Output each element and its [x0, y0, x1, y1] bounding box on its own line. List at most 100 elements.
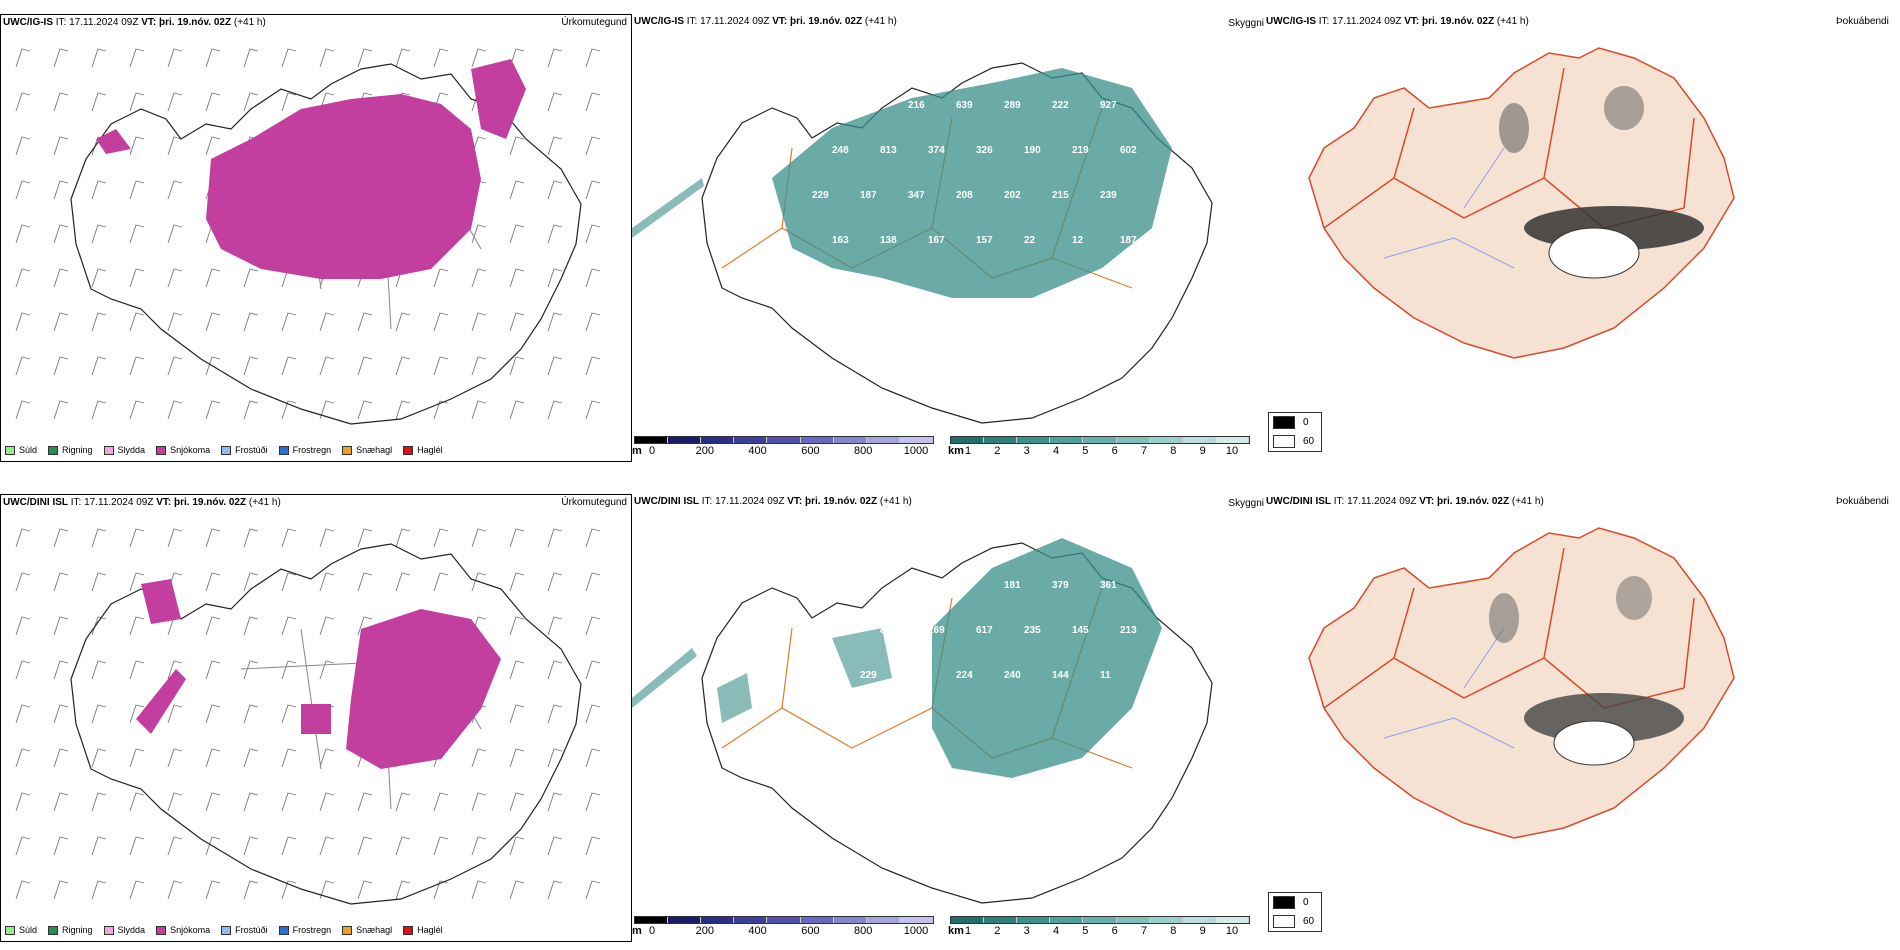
vis-label: 239	[1100, 190, 1117, 201]
wind-barb	[91, 748, 107, 768]
colorbar-step	[866, 917, 900, 923]
wind-barb	[547, 748, 563, 768]
panel-header: UWC/IG-IS IT: 17.11.2024 09Z VT: þri. 19…	[634, 16, 897, 27]
wind-barb	[471, 400, 487, 420]
wind-barb	[509, 792, 525, 812]
legend-item: Slydda	[103, 925, 146, 935]
wind-barb	[243, 268, 259, 288]
vis-label: 235	[1024, 625, 1041, 636]
wind-barb	[129, 48, 145, 68]
wind-barb	[471, 528, 487, 548]
wind-barb	[395, 528, 411, 548]
wind-barb	[167, 792, 183, 812]
colorbar-step	[899, 437, 933, 443]
wind-barb	[585, 224, 601, 244]
colorbar-step	[899, 917, 933, 923]
wind-barb	[15, 136, 31, 156]
vis-label: 232	[956, 580, 973, 591]
wind-barb	[91, 792, 107, 812]
legend-item: Frostregn	[278, 925, 331, 935]
colorbar-step	[1149, 437, 1183, 443]
wind-barb	[509, 180, 525, 200]
wind-barb	[585, 616, 601, 636]
wind-barb	[357, 616, 373, 636]
vis-label: 361	[1100, 580, 1117, 591]
wind-barb	[243, 356, 259, 376]
wind-barb	[509, 312, 525, 332]
colorbar-tick: 7	[1140, 445, 1148, 457]
wind-barb	[91, 836, 107, 856]
vis-label: 224	[956, 670, 973, 681]
wind-barb	[509, 836, 525, 856]
wind-barb	[129, 268, 145, 288]
wind-barb	[319, 836, 335, 856]
wind-barb	[395, 880, 411, 900]
wind-barb	[547, 400, 563, 420]
vis-label: 521	[812, 100, 829, 111]
colorbar-tick: 400	[748, 925, 767, 937]
vis-label: 213	[1120, 625, 1137, 636]
legend-item: Rigning	[48, 925, 93, 935]
colorbar-tick: 800	[854, 445, 873, 457]
vis-label: 12	[1072, 235, 1084, 246]
wind-barb	[167, 48, 183, 68]
wind-barb	[91, 268, 107, 288]
vis-label: 627	[860, 100, 877, 111]
vis-label: 326	[976, 145, 993, 156]
wind-barb	[53, 792, 69, 812]
wind-barb	[167, 836, 183, 856]
wind-barb	[167, 92, 183, 112]
vis-label: 617	[976, 625, 993, 636]
colorbar-tick: 8	[1170, 925, 1177, 937]
colorbar-step	[800, 917, 834, 923]
wind-barb	[53, 704, 69, 724]
legend-label: Slydda	[117, 925, 146, 935]
wind-barb	[547, 660, 563, 680]
wind-barb	[91, 616, 107, 636]
wind-barb	[319, 400, 335, 420]
vis-label: 269	[928, 625, 945, 636]
legend-item: Frostúði	[221, 445, 268, 455]
wind-barb	[167, 704, 183, 724]
colorbar-tick: 1	[964, 445, 972, 457]
wind-barb	[205, 836, 221, 856]
legend-label: Slydda	[117, 445, 146, 455]
legend-item: Haglél	[403, 925, 443, 935]
colorbar-step	[800, 437, 834, 443]
wind-barb	[509, 660, 525, 680]
wind-barb	[167, 880, 183, 900]
legend-swatch	[48, 445, 59, 455]
colorbar-tick: 7	[1140, 925, 1148, 937]
colorbar-step	[866, 437, 900, 443]
wind-barb	[205, 356, 221, 376]
wind-barb	[243, 400, 259, 420]
wind-barb	[357, 572, 373, 592]
wind-barb	[91, 660, 107, 680]
wind-barb	[53, 880, 69, 900]
wind-barb	[243, 572, 259, 592]
colorbar-tick: 200	[695, 445, 714, 457]
wind-barb	[53, 268, 69, 288]
panel-title: Þokuábendi	[1836, 16, 1889, 27]
wind-barb	[509, 268, 525, 288]
wind-barb	[509, 528, 525, 548]
wind-barb	[547, 792, 563, 812]
vis-label: 190	[1024, 145, 1041, 156]
wind-barb	[281, 836, 297, 856]
vis-label: 813	[880, 145, 897, 156]
wind-barb	[433, 528, 449, 548]
legend-swatch	[221, 925, 232, 935]
colorbar-tick: 9	[1199, 925, 1206, 937]
panel-header: UWC/IG-IS IT: 17.11.2024 09Z VT: þri. 19…	[1266, 16, 1529, 27]
legend-swatch	[156, 925, 167, 935]
wind-barb	[585, 92, 601, 112]
wind-barb	[15, 312, 31, 332]
colorbar-tick: 9	[1199, 445, 1206, 457]
wind-barb	[53, 836, 69, 856]
legend-label: Rigning	[62, 925, 93, 935]
vis-label: 379	[1052, 580, 1069, 591]
legend-item: Snjókoma	[156, 925, 210, 935]
wind-barb	[243, 48, 259, 68]
legend-label: Haglél	[417, 925, 443, 935]
precip-legend: Súld Rigning Slydda Snjókoma Frostúði Frostre…	[5, 445, 443, 455]
